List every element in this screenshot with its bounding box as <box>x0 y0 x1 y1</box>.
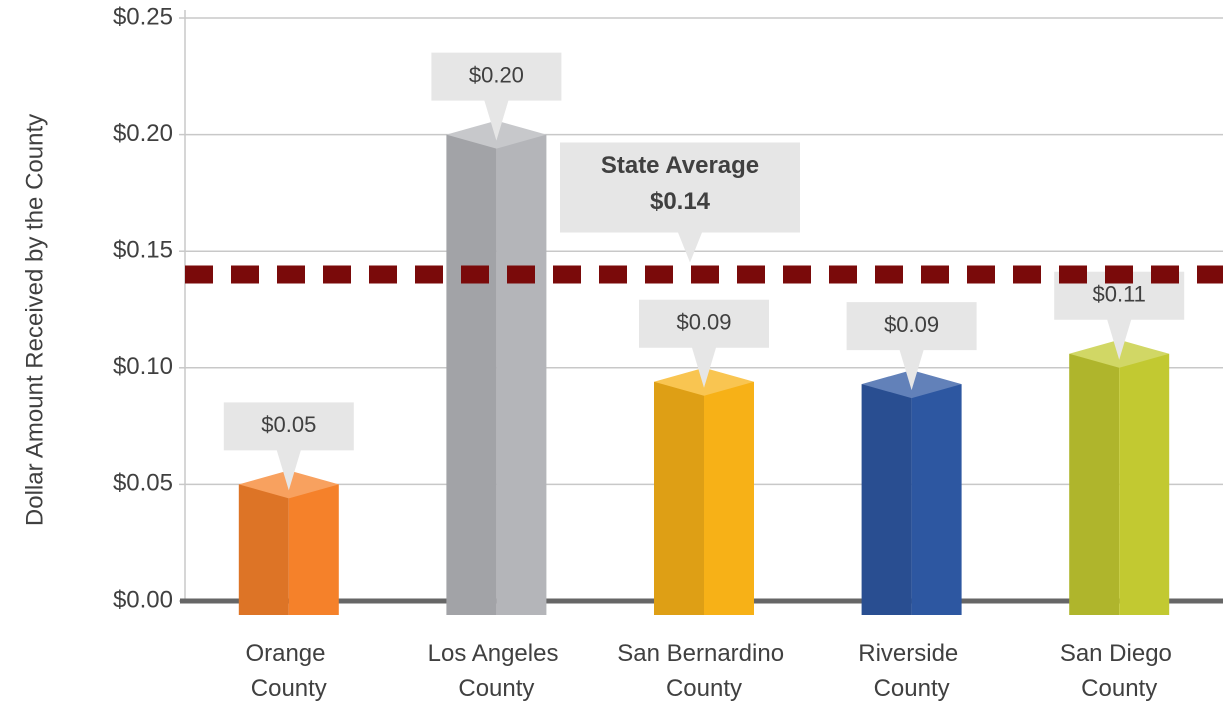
bar-right-face <box>496 134 547 615</box>
x-tick-label-line: County <box>1081 675 1157 702</box>
data-label-box <box>431 52 562 141</box>
data-label: $0.20 <box>469 62 524 87</box>
x-tick-label-line: County <box>666 675 742 702</box>
reference-value-label: $0.14 <box>650 188 711 215</box>
data-label-box <box>846 302 977 391</box>
x-tick-label-line: County <box>251 675 327 702</box>
bar-left-face <box>238 484 289 615</box>
x-tick-label: Orange County <box>245 640 332 702</box>
y-tick-label: $0.15 <box>113 237 173 264</box>
y-tick-label: $0.00 <box>113 586 173 613</box>
x-tick-label-line: Riverside <box>858 640 965 667</box>
x-tick-label: San Bernardino County <box>617 640 790 702</box>
x-tick-label-line: San Bernardino <box>617 640 790 667</box>
y-tick-label: $0.05 <box>113 470 173 497</box>
bar-right-face <box>704 381 754 615</box>
x-tick-label-line: County <box>458 675 534 702</box>
data-label: $0.05 <box>261 412 316 437</box>
bar-left-face <box>446 134 497 615</box>
reference-label: State Average <box>601 152 759 179</box>
bar-left-face <box>1069 353 1120 615</box>
bar-left-face <box>861 384 912 615</box>
y-axis-label: Dollar Amount Received by the County <box>21 114 48 526</box>
bar-right-face <box>911 384 962 615</box>
data-label-box <box>223 402 354 491</box>
reference-label-box <box>560 142 800 263</box>
data-label: $0.09 <box>884 312 939 337</box>
x-tick-label: Los Angeles County <box>428 640 565 702</box>
x-tick-label-line: Orange <box>245 640 332 667</box>
x-tick-label: Riverside County <box>858 640 965 702</box>
data-label: $0.09 <box>676 310 731 335</box>
x-tick-label-line: San Diego <box>1060 640 1179 667</box>
data-label-box <box>639 299 769 388</box>
bar-left-face <box>654 381 704 615</box>
data-label-box <box>1054 271 1185 360</box>
y-tick-label: $0.20 <box>113 120 173 147</box>
x-tick-label: San Diego County <box>1060 640 1179 702</box>
y-tick-label: $0.25 <box>113 3 173 30</box>
x-tick-label-line: Los Angeles <box>428 640 565 667</box>
y-tick-label: $0.10 <box>113 353 173 380</box>
bar-right-face <box>1119 353 1170 615</box>
bar-right-face <box>288 484 339 615</box>
x-tick-label-line: County <box>874 675 950 702</box>
data-label: $0.11 <box>1092 282 1145 307</box>
